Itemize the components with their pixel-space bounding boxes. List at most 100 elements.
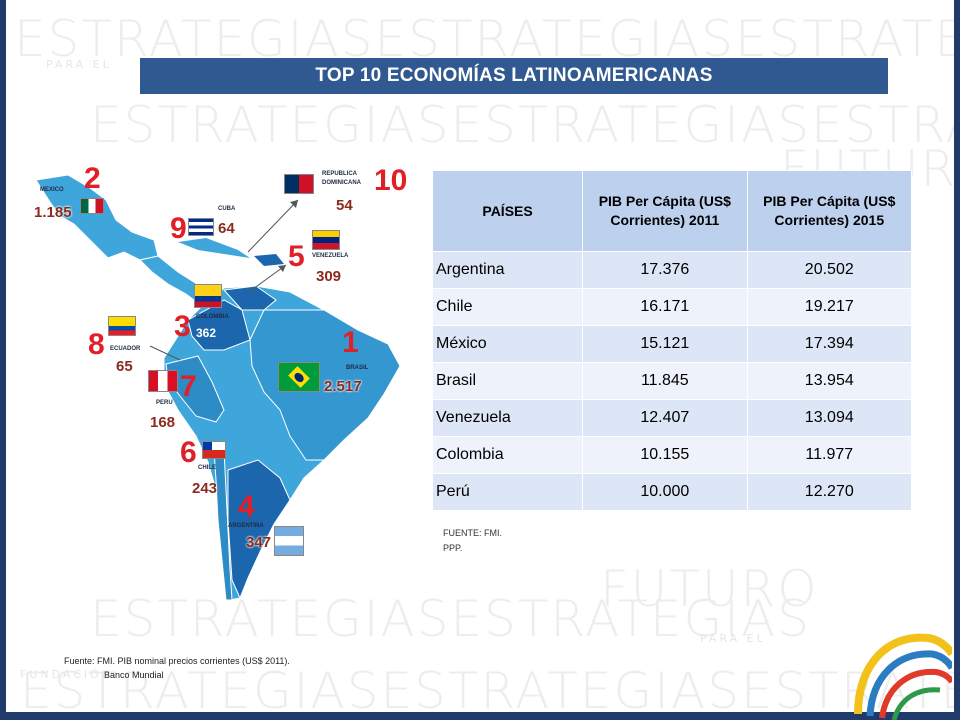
table-row: Colombia 10.155 11.977 bbox=[431, 436, 913, 474]
gdp-value: 243 bbox=[192, 480, 218, 497]
venezuela-flag-icon bbox=[312, 230, 340, 250]
chile-flag-icon bbox=[202, 441, 226, 459]
peru-flag-icon bbox=[148, 370, 178, 392]
hispaniola-shape bbox=[254, 254, 284, 266]
title-bar: TOP 10 ECONOMÍAS LATINOAMERICANAS bbox=[140, 58, 888, 94]
brazil-flag-icon bbox=[278, 362, 320, 392]
arrow-to-ecuador bbox=[149, 345, 181, 361]
country-name: CHILE bbox=[198, 465, 216, 471]
table-header-row: PAÍSES PIB Per Cápita (US$ Corrientes) 2… bbox=[431, 170, 913, 252]
cell-country: Perú bbox=[431, 473, 584, 511]
table-row: Perú 10.000 12.270 bbox=[431, 473, 913, 511]
gdp-value: 65 bbox=[116, 358, 133, 375]
gdp-table: PAÍSES PIB Per Cápita (US$ Corrientes) 2… bbox=[431, 170, 913, 511]
gdp-value: 54 bbox=[336, 197, 353, 214]
cell-2015: 12.270 bbox=[746, 473, 913, 511]
frame-right bbox=[954, 0, 960, 720]
table-row: Brasil 11.845 13.954 bbox=[431, 362, 913, 400]
watermark-text: FUTURO bbox=[600, 560, 819, 618]
arrow-to-dominicana bbox=[247, 199, 299, 253]
brazil-flag-diamond bbox=[288, 366, 310, 388]
cell-2011: 11.845 bbox=[582, 362, 748, 400]
country-name: MEXICO bbox=[40, 187, 64, 193]
table-source-line: FUENTE: FMI. bbox=[443, 528, 502, 538]
cell-country: Chile bbox=[431, 288, 584, 326]
gdp-value: 309 bbox=[316, 268, 342, 285]
cell-country: Colombia bbox=[431, 436, 584, 474]
table-source-note: FUENTE: FMI. PPP. bbox=[443, 526, 502, 556]
rank-number: 8 bbox=[88, 328, 105, 361]
table-row: México 15.121 17.394 bbox=[431, 325, 913, 363]
cell-2015: 17.394 bbox=[746, 325, 913, 363]
argentina-region bbox=[227, 459, 291, 600]
watermark-text: ESTRATEGIASESTRATEGIASESTRATEGIAS bbox=[14, 10, 960, 68]
gdp-value: 2.517 bbox=[324, 378, 362, 395]
header-2011: PIB Per Cápita (US$ Corrientes) 2011 bbox=[582, 170, 748, 252]
gdp-value: 1.185 bbox=[34, 204, 72, 221]
country-name: BRASIL bbox=[346, 365, 369, 371]
country-name: ECUADOR bbox=[110, 346, 141, 352]
rank-number: 10 bbox=[374, 164, 408, 197]
cell-2011: 12.407 bbox=[582, 399, 748, 437]
arrow-head bbox=[290, 200, 298, 208]
rank-number: 5 bbox=[288, 240, 305, 273]
arrow-head bbox=[278, 265, 286, 272]
frame-left bbox=[0, 0, 6, 720]
slide-title: TOP 10 ECONOMÍAS LATINOAMERICANAS bbox=[315, 65, 713, 86]
watermark-text: PARA EL bbox=[700, 632, 766, 645]
cell-2015: 11.977 bbox=[746, 436, 913, 474]
rank-number: 9 bbox=[170, 212, 187, 245]
cell-country: Brasil bbox=[431, 362, 584, 400]
frame-bottom bbox=[0, 712, 960, 720]
watermark-text: FUNDACIÓN bbox=[20, 668, 114, 681]
country-name: VENEZUELA bbox=[312, 253, 349, 259]
dominican-flag-icon bbox=[284, 174, 314, 194]
country-name: CUBA bbox=[218, 206, 236, 212]
cell-2011: 16.171 bbox=[582, 288, 748, 326]
gdp-value: 64 bbox=[218, 220, 235, 237]
mexico-flag-icon bbox=[80, 198, 104, 214]
table-source-line: PPP. bbox=[443, 543, 463, 553]
country-name: PERU bbox=[156, 400, 173, 406]
cell-2015: 19.217 bbox=[746, 288, 913, 326]
arrow-to-argentina bbox=[247, 504, 251, 521]
argentina-flag-icon bbox=[274, 526, 304, 556]
watermark-text: ESTRATEGIASESTRATEGIASESTRATEGIAS bbox=[90, 96, 960, 154]
colombia-flag-icon bbox=[194, 284, 222, 308]
table-row: Argentina 17.376 20.502 bbox=[431, 251, 913, 289]
rank-number: 6 bbox=[180, 436, 197, 469]
cell-country: Venezuela bbox=[431, 399, 584, 437]
venezuela-region bbox=[222, 285, 277, 311]
arrow-to-venezuela bbox=[245, 264, 287, 295]
chile-region bbox=[213, 449, 233, 601]
map-source-line: Banco Mundial bbox=[104, 670, 164, 680]
cuba-shape bbox=[178, 238, 250, 258]
map-source-line: Fuente: FMI. PIB nominal precios corrien… bbox=[64, 656, 290, 666]
watermark-text: PARA EL bbox=[46, 58, 112, 71]
brazil-region bbox=[249, 309, 401, 461]
cell-country: México bbox=[431, 325, 584, 363]
cell-2011: 10.155 bbox=[582, 436, 748, 474]
country-name: REPUBLICA DOMINICANA bbox=[322, 171, 361, 186]
country-name: ARGENTINA bbox=[228, 523, 264, 529]
table-row: Chile 16.171 19.217 bbox=[431, 288, 913, 326]
cell-2015: 20.502 bbox=[746, 251, 913, 289]
rank-number: 3 bbox=[174, 310, 191, 343]
rank-number: 4 bbox=[238, 490, 255, 523]
ecuador-flag-icon bbox=[108, 316, 136, 336]
cell-2011: 17.376 bbox=[582, 251, 748, 289]
latin-america-map: MEXICO 2 1.185 CUBA 9 64 REPUBLICA DOMIN… bbox=[28, 160, 428, 615]
rank-number: 2 bbox=[84, 162, 101, 195]
table-row: Venezuela 12.407 13.094 bbox=[431, 399, 913, 437]
rank-number: 1 bbox=[342, 326, 359, 359]
header-paises: PAÍSES bbox=[431, 170, 584, 252]
gdp-value: 362 bbox=[196, 326, 217, 340]
header-2015: PIB Per Cápita (US$ Corrientes) 2015 bbox=[746, 170, 913, 252]
cell-country: Argentina bbox=[431, 251, 584, 289]
brazil-flag-globe bbox=[292, 370, 306, 384]
cell-2015: 13.094 bbox=[746, 399, 913, 437]
watermark-text: ESTRATEGIASESTRATEGIASESTRATEGIAS bbox=[20, 662, 960, 720]
gdp-value: 347 bbox=[246, 534, 272, 551]
cuba-flag-icon bbox=[188, 218, 214, 236]
